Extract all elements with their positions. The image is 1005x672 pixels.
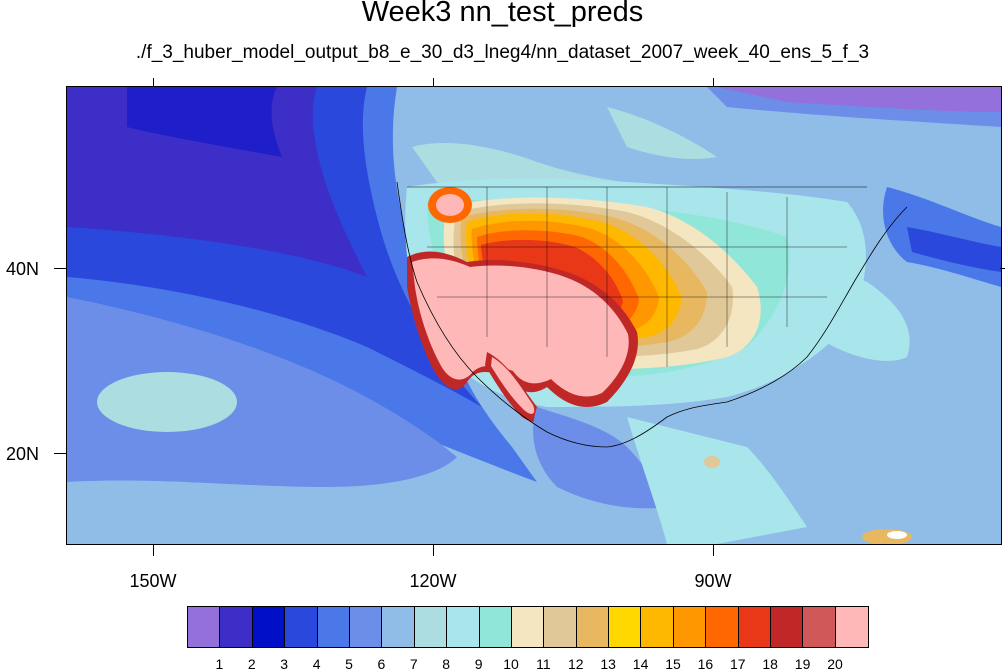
colorbar-swatch <box>349 607 383 647</box>
colorbar-swatch <box>479 607 512 647</box>
colorbar-label: 19 <box>794 656 811 672</box>
colorbar-swatch <box>511 607 545 647</box>
left-tick <box>54 453 66 454</box>
bottom-tick <box>433 544 434 556</box>
top-tick <box>713 78 714 86</box>
bottom-tick <box>713 544 714 556</box>
lon-label-90w: 90W <box>694 571 732 591</box>
colorbar-swatch <box>285 607 318 647</box>
colorbar-swatch <box>188 607 221 647</box>
lon-label-120w: 120W <box>409 571 457 591</box>
colorbar-swatch <box>835 607 869 647</box>
colorbar-label: 12 <box>568 656 584 672</box>
bottom-tick <box>153 544 154 556</box>
colorbar-swatch <box>576 607 610 647</box>
colorbar-label: 13 <box>600 656 616 672</box>
colorbar-swatch <box>544 607 577 647</box>
colorbar-label: 20 <box>827 656 843 672</box>
plot-title: Week3 nn_test_preds <box>361 0 644 28</box>
colorbar-label: 8 <box>442 656 451 672</box>
colorbar-label: 3 <box>280 656 289 672</box>
colorbar-swatch <box>447 607 480 647</box>
lon-label-150w: 150W <box>129 571 177 591</box>
colorbar-swatch <box>609 607 642 647</box>
colorbar-label: 15 <box>665 656 681 672</box>
map-panel <box>66 86 1002 545</box>
colorbar-swatch <box>673 607 707 647</box>
colorbar-label: 7 <box>409 656 418 672</box>
precipitation-map <box>67 87 1001 544</box>
colorbar-label: 14 <box>632 656 649 672</box>
top-tick <box>153 78 154 86</box>
colorbar-swatch <box>771 607 804 647</box>
colorbar-label: 9 <box>474 656 483 672</box>
colorbar-swatch <box>738 607 772 647</box>
colorbar-swatch <box>317 607 350 647</box>
colorbar-label: 6 <box>377 656 386 672</box>
colorbar-swatch <box>382 607 415 647</box>
right-tick <box>1000 268 1005 269</box>
colorbar-label: 17 <box>730 656 746 672</box>
colorbar-swatch <box>220 607 253 647</box>
colorbar <box>187 606 870 648</box>
lat-label-40n: 40N <box>6 259 40 279</box>
colorbar-swatch <box>803 607 836 647</box>
left-tick <box>54 268 66 269</box>
plot-subtitle: ./f_3_huber_model_output_b8_e_30_d3_lneg… <box>135 42 870 63</box>
colorbar-label: 1 <box>215 656 224 672</box>
colorbar-label: 18 <box>762 656 778 672</box>
lat-label-20n: 20N <box>6 444 40 464</box>
top-tick <box>433 78 434 86</box>
colorbar-swatch <box>252 607 286 647</box>
colorbar-label: 5 <box>345 656 353 672</box>
colorbar-label: 16 <box>697 656 714 672</box>
colorbar-swatch <box>414 607 448 647</box>
colorbar-swatch <box>641 607 674 647</box>
colorbar-swatch <box>706 607 739 647</box>
colorbar-label: 2 <box>247 656 256 672</box>
colorbar-label: 4 <box>312 656 321 672</box>
colorbar-label: 11 <box>536 656 551 672</box>
colorbar-label: 10 <box>503 656 519 672</box>
